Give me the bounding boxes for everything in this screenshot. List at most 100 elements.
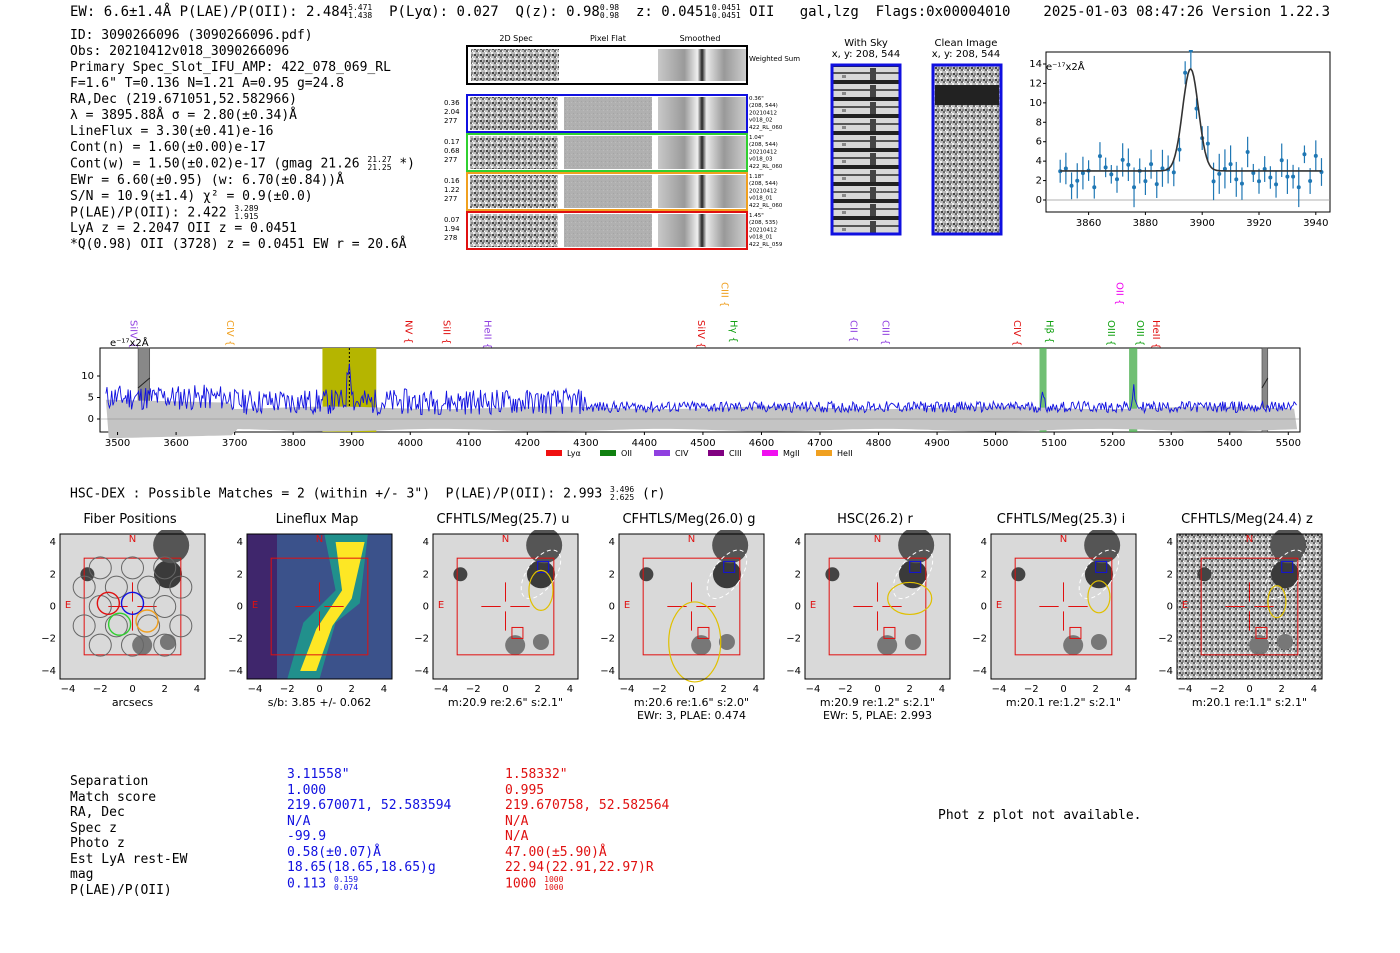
line-fit-point <box>1228 162 1233 167</box>
red-ra-dec: 219.670758, 52.582564 <box>505 798 670 813</box>
east-label: E <box>996 600 1002 611</box>
info-primary-spec: Primary Spec_Slot_IFU_AMP: 422_078_069_R… <box>70 60 391 75</box>
info-plae: P(LAE)/P(OII): 2.422 3.289 1.915 <box>70 203 259 221</box>
imaging-panel-caption: m:20.1 re:1.2" s:2.1" <box>991 696 1136 709</box>
info-id: ID: 3090266096 (3090266096.pdf) <box>70 28 313 43</box>
cutout-pixel-flat <box>564 175 652 208</box>
spectral-line-label: OIII { <box>1134 320 1145 346</box>
cutout-ytick: 0 <box>795 602 801 613</box>
north-label: N <box>502 534 509 545</box>
spectrum-xtick: 4900 <box>924 438 949 449</box>
col-title-pixel-flat: Pixel Flat <box>590 34 626 43</box>
aperture-ellipse <box>1267 585 1287 619</box>
imaging-panel-title: CFHTLS/Meg(25.3) i <box>996 512 1126 527</box>
cutout-row-stat: 1.22 <box>444 186 460 194</box>
with-sky-title: With Sky x, y: 208, 544 <box>831 38 901 60</box>
line-fit-ylabel: e⁻¹⁷x2Å <box>1046 60 1085 73</box>
line-fit-xtick: 3880 <box>1133 218 1158 229</box>
cutout-xtick: −4 <box>434 684 449 695</box>
cutout-xtick: 2 <box>349 684 355 695</box>
legend-swatch <box>600 450 616 456</box>
line-fit-point <box>1234 177 1239 182</box>
legend-label: Lyα <box>567 449 581 458</box>
north-label: N <box>1060 534 1067 545</box>
weighted-sum-row: Weighted Sum <box>466 45 800 85</box>
cutout-ytick: 2 <box>609 569 615 580</box>
red-match-score: 0.995 <box>505 782 545 798</box>
primary-fiber-circle <box>96 591 121 615</box>
spectrum-xtick: 5000 <box>983 438 1008 449</box>
search-box <box>1200 557 1299 656</box>
line-fit-point <box>1154 182 1159 187</box>
spectrum-xtick: 4600 <box>749 438 774 449</box>
blue-ra-dec: 219.670071, 52.583594 <box>287 798 452 813</box>
legend-label: OII <box>621 449 632 458</box>
line-fit-point <box>1251 170 1256 175</box>
blue-spec-z: N/A <box>287 813 311 829</box>
imaging-panel-title: CFHTLS/Meg(26.0) g <box>622 512 756 527</box>
line-fit-xtick: 3940 <box>1303 218 1328 229</box>
line-fit-xtick: 3900 <box>1189 218 1214 229</box>
cutout-row-stat: 278 <box>444 234 457 242</box>
cutout-smoothed <box>658 175 746 208</box>
timestamp-version: 2025-01-03 08:47:26 Version 1.22.3 <box>1043 4 1330 20</box>
cutout-xtick: 2 <box>907 684 913 695</box>
label-est-lya-ew: Est LyA rest-EW <box>70 851 188 867</box>
imaging-panel-caption: m:20.1 re:1.1" s:2.1" <box>1177 696 1322 709</box>
search-box <box>828 557 927 656</box>
cutout-row-meta: 422_RL_060 <box>749 125 783 131</box>
cutout-xtick: 2 <box>535 684 541 695</box>
info-lya-z: LyA z = 2.2047 OII z = 0.0451 <box>70 221 297 236</box>
imaging-panel-title: CFHTLS/Meg(25.7) u <box>436 512 570 527</box>
imaging-panel-title: Lineflux Map <box>275 512 359 527</box>
source-blob <box>1084 530 1121 564</box>
info-obs: Obs: 20210412v018_3090266096 <box>70 44 290 59</box>
source-blob <box>718 633 735 650</box>
imaging-panel-caption: m:20.9 re:2.6" s:2.1" <box>433 696 578 709</box>
cutout-xtick: 0 <box>1060 684 1066 695</box>
cutout-xtick: −2 <box>93 684 108 695</box>
cutout-ytick: 2 <box>50 569 56 580</box>
cutout-ytick: 2 <box>237 569 243 580</box>
label-ra-dec: RA, Dec <box>70 805 125 820</box>
imaging-panel-caption: m:20.6 re:1.6" s:2.0" EWr: 3, PLAE: 0.474 <box>619 696 764 722</box>
blue-est-ew: 0.58(±0.07)Å <box>287 844 381 860</box>
line-fit-point <box>1302 152 1307 157</box>
cutout-xtick: 4 <box>381 684 387 695</box>
cutout-xtick: 2 <box>1279 684 1285 695</box>
source-blob <box>453 567 468 582</box>
source-blob <box>526 560 555 589</box>
aperture-ellipse <box>887 581 933 616</box>
north-label: N <box>688 534 695 545</box>
source-blob <box>526 530 563 564</box>
cutout-row-meta: 1.18" <box>749 174 764 180</box>
caption-line-1: m:20.9 re:1.2" s:2.1" <box>819 696 936 709</box>
line-fit-ytick: 0 <box>1036 195 1042 206</box>
source-ellipse <box>706 549 748 600</box>
cutout-xtick: 4 <box>1311 684 1317 695</box>
source-blob <box>904 633 921 650</box>
imaging-panel-caption: m:20.9 re:1.2" s:2.1" EWr: 5, PLAE: 2.993 <box>805 696 950 722</box>
info-qz: *Q(0.98) OII (3728) z = 0.0451 EW r = 20… <box>70 237 407 252</box>
cutout-smoothed <box>658 214 746 247</box>
spectral-line-label: CIV { <box>224 320 235 346</box>
cutout-xtick: −2 <box>1024 684 1039 695</box>
clean-image <box>931 63 1003 236</box>
source-blob <box>1270 560 1299 589</box>
cutout-row-meta: 20210412 <box>749 149 777 155</box>
cutout-ytick: 0 <box>423 602 429 613</box>
cutout-xtick: 4 <box>939 684 945 695</box>
cutout-ytick: −2 <box>600 634 615 645</box>
source-blob <box>1011 567 1026 582</box>
label-mag: mag <box>70 867 94 882</box>
cutout-ytick: 2 <box>1167 569 1173 580</box>
caption-line-2: EWr: 5, PLAE: 2.993 <box>822 709 933 722</box>
source-blob <box>1197 567 1212 582</box>
cutout-xtick: 4 <box>1125 684 1131 695</box>
line-fit-point <box>1262 167 1267 172</box>
source-blob <box>1090 633 1107 650</box>
line-fit-point <box>1115 177 1119 182</box>
aperture-ellipse <box>1087 580 1111 614</box>
info-cont-w: Cont(w) = 1.50(±0.02)e-17 (gmag 21.26 21… <box>70 155 415 172</box>
